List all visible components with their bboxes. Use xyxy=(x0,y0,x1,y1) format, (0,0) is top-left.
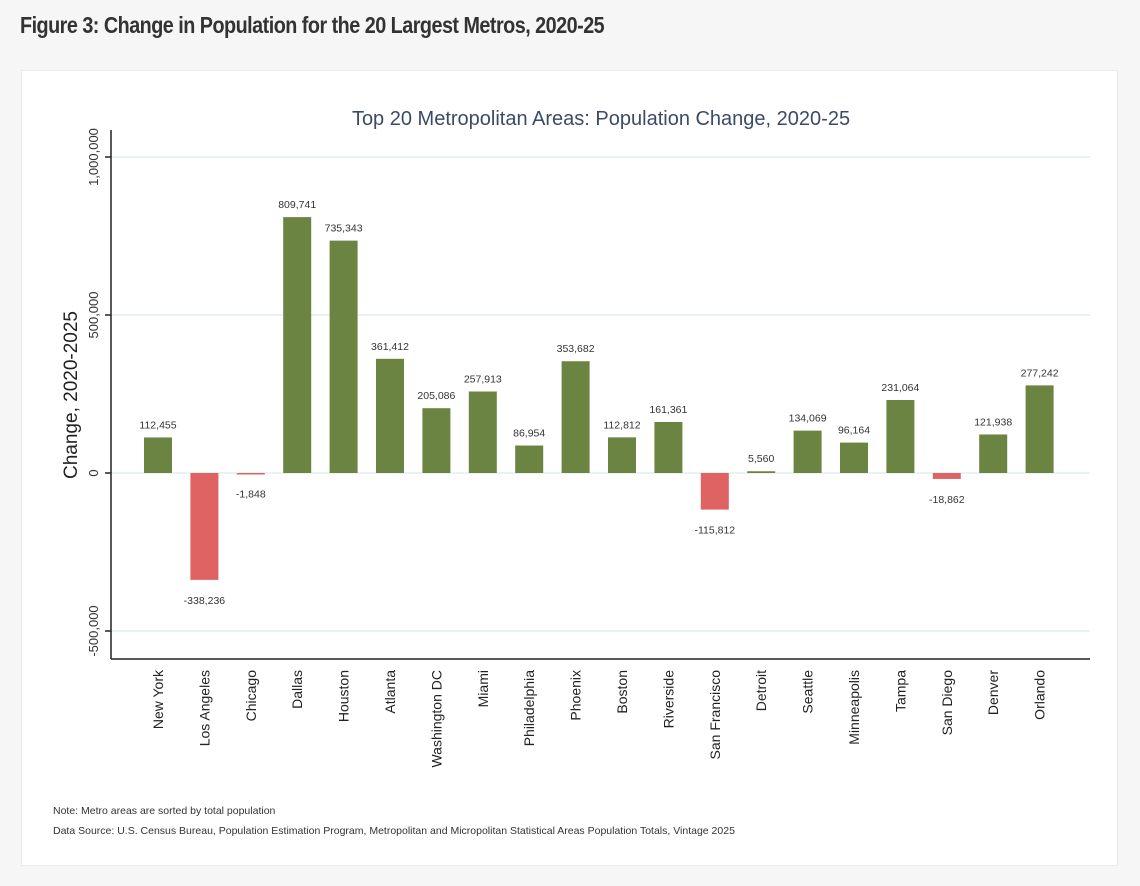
bar-tampa xyxy=(886,399,915,473)
value-label: -338,236 xyxy=(184,595,226,607)
x-tick-label: Denver xyxy=(985,670,1001,715)
x-tick-label: Tampa xyxy=(892,670,908,712)
value-label: 361,412 xyxy=(371,341,409,353)
bar-philadelphia xyxy=(515,445,544,473)
x-tick-label: Atlanta xyxy=(382,670,398,714)
bar-miami xyxy=(468,391,497,473)
bar-houston xyxy=(329,240,358,473)
bar-los-angeles xyxy=(190,473,219,580)
value-label: 112,812 xyxy=(603,419,640,431)
bar-minneapolis xyxy=(840,442,868,473)
x-tick-label: Minneapolis xyxy=(846,670,862,745)
bar-chicago xyxy=(236,473,265,475)
x-tick-labels: New York Los Angeles Chicago Dallas Houston A… xyxy=(150,669,1048,768)
axes xyxy=(110,130,1090,660)
y-axis-label: Change, 2020-2025 xyxy=(61,311,82,479)
x-tick-label: San Diego xyxy=(939,670,955,736)
chart-title: Top 20 Metropolitan Areas: Population Ch… xyxy=(352,108,850,130)
x-tick-label: Miami xyxy=(475,670,491,707)
y-tick-label: -500,000 xyxy=(86,605,101,656)
source-text: Data Source: U.S. Census Bureau, Populat… xyxy=(53,825,735,837)
value-label: 809,741 xyxy=(278,199,316,211)
bar-detroit xyxy=(747,471,776,473)
x-tick-label: Detroit xyxy=(753,670,769,711)
value-label: 205,086 xyxy=(417,390,455,402)
x-tick-label: Chicago xyxy=(243,670,259,722)
bar-dallas xyxy=(283,217,312,473)
value-label: 121,938 xyxy=(974,416,1012,428)
x-tick-label: Riverside xyxy=(660,670,676,729)
bar-seattle xyxy=(793,430,822,473)
gridlines xyxy=(111,156,1090,632)
figure-title: Figure 3: Change in Population for the 2… xyxy=(20,12,605,38)
bar-riverside xyxy=(654,422,683,473)
bars xyxy=(144,217,1054,580)
bar-san-diego xyxy=(932,473,961,479)
x-tick-label: Orlando xyxy=(1032,670,1048,720)
x-tick-label: Houston xyxy=(336,670,352,722)
value-label: -115,812 xyxy=(694,525,735,537)
bar-boston xyxy=(608,437,636,473)
value-label: 112,455 xyxy=(139,419,176,431)
bar-san-francisco xyxy=(700,473,729,510)
value-labels: 112,455 -338,236 -1,848 809,741 735,343 361,4… xyxy=(139,199,1058,607)
bar-phoenix xyxy=(561,361,590,473)
note-text: Note: Metro areas are sorted by total po… xyxy=(53,805,276,817)
value-label: 5,560 xyxy=(748,453,774,465)
value-label: 96,164 xyxy=(838,425,870,437)
y-tick-label: 500,000 xyxy=(86,292,101,339)
bar-denver xyxy=(979,434,1008,473)
x-tick-label: Dallas xyxy=(289,670,305,709)
value-label: 277,242 xyxy=(1021,367,1059,379)
y-ticks: -500,000 0 500,000 1,000,000 xyxy=(86,128,111,657)
x-tick-label: Philadelphia xyxy=(521,670,537,746)
bar-orlando xyxy=(1025,385,1054,473)
value-label: 231,064 xyxy=(881,382,919,394)
value-label: -1,848 xyxy=(236,489,266,501)
value-label: 134,069 xyxy=(789,413,827,425)
value-label: 161,361 xyxy=(649,404,687,416)
x-tick-label: Boston xyxy=(614,670,630,714)
bar-atlanta xyxy=(376,358,404,473)
x-tick-label: San Francisco xyxy=(707,670,723,760)
x-tick-label: Seattle xyxy=(800,670,816,714)
value-label: 257,913 xyxy=(464,373,502,385)
bar-washington-dc xyxy=(422,408,451,473)
value-label: -18,862 xyxy=(929,494,965,506)
x-tick-label: New York xyxy=(150,669,166,729)
x-tick-label: Washington DC xyxy=(428,670,444,768)
value-label: 353,682 xyxy=(557,343,595,355)
y-tick-label: 1,000,000 xyxy=(86,128,101,186)
y-tick-label: 0 xyxy=(86,469,101,476)
value-label: 735,343 xyxy=(325,223,363,235)
x-tick-label: Phoenix xyxy=(568,670,584,721)
bar-new-york xyxy=(144,437,172,473)
value-label: 86,954 xyxy=(513,428,545,440)
x-tick-label: Los Angeles xyxy=(196,670,212,746)
